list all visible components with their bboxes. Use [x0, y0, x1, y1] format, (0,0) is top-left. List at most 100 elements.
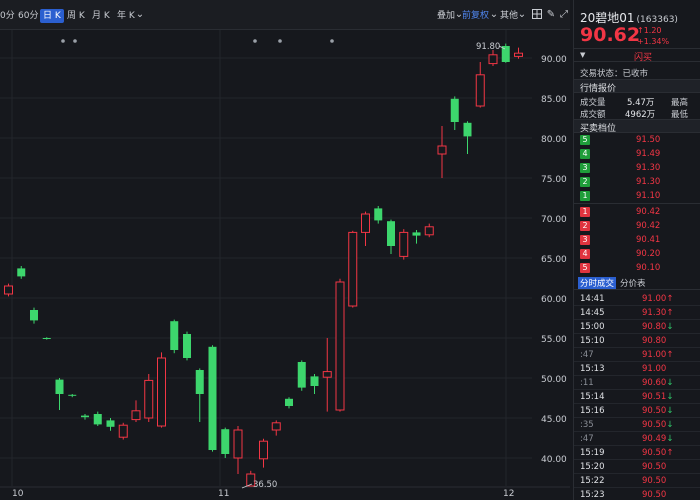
candle[interactable]: [259, 438, 268, 468]
price-tick: 80.00: [541, 135, 567, 145]
price-tick: 75.00: [541, 175, 567, 185]
price-tick: 55.00: [541, 335, 567, 345]
candle[interactable]: [387, 219, 395, 254]
candle[interactable]: [221, 427, 230, 458]
candle[interactable]: [475, 62, 485, 108]
candle[interactable]: [412, 230, 421, 244]
candle[interactable]: [30, 307, 38, 324]
candle[interactable]: [17, 266, 26, 279]
trade-price: 90.60↓: [642, 378, 674, 388]
trade-time: 15:19: [580, 448, 605, 458]
trade-status: 交易状态：已收市: [580, 69, 649, 79]
candle[interactable]: [488, 50, 498, 66]
candle[interactable]: [42, 337, 51, 340]
candle[interactable]: [208, 345, 217, 452]
candle[interactable]: [246, 470, 256, 487]
period-year-k[interactable]: 年 K: [117, 11, 135, 21]
ask-row[interactable]: 3 91.30: [574, 161, 700, 175]
grid-layout-icon[interactable]: [531, 9, 543, 21]
period-week-k[interactable]: 周 K: [67, 11, 85, 21]
candle[interactable]: [55, 378, 64, 410]
trade-time: 15:10: [580, 336, 605, 346]
candle-body: [170, 321, 179, 350]
arrow-up-icon: ↑: [666, 448, 674, 458]
candle[interactable]: [348, 230, 358, 308]
candle[interactable]: [4, 283, 13, 297]
candle[interactable]: [361, 211, 370, 246]
tab-price-table[interactable]: 分价表: [620, 279, 646, 289]
flash-buy-button[interactable]: 闪买: [634, 53, 653, 63]
chevron-down-icon[interactable]: ⌄: [489, 9, 499, 20]
bid-row[interactable]: 1 90.42: [574, 205, 700, 219]
candle[interactable]: [399, 229, 409, 260]
ask-row[interactable]: 1 91.10: [574, 189, 700, 203]
candle[interactable]: [157, 352, 166, 428]
period-60min[interactable]: 60分: [18, 11, 39, 21]
chevron-down-icon[interactable]: ⌄: [517, 9, 527, 20]
trade-price: 90.50: [642, 462, 667, 472]
tab-time-sales[interactable]: 分时成交: [578, 277, 617, 289]
chevron-down-icon[interactable]: ⌄: [135, 9, 145, 20]
caret-down-icon[interactable]: ▼: [580, 51, 586, 59]
candlestick-chart[interactable]: 90.00 85.00 80.00 75.00 70.00 65.00 60.0…: [0, 30, 570, 500]
candle[interactable]: [424, 223, 434, 238]
candle-body: [501, 46, 510, 62]
trade-price: 90.51↓: [642, 392, 674, 402]
price-tick: 90.00: [541, 55, 567, 65]
bid-row[interactable]: 5 90.10: [574, 261, 700, 275]
candle[interactable]: [335, 278, 345, 412]
period-0min[interactable]: 0分: [0, 11, 15, 21]
candle[interactable]: [131, 400, 141, 422]
bid-row[interactable]: 3 90.41: [574, 233, 700, 247]
ask-row[interactable]: 4 91.49: [574, 147, 700, 161]
candle[interactable]: [68, 394, 77, 398]
candle[interactable]: [195, 368, 204, 422]
other-menu[interactable]: 其他: [500, 11, 519, 21]
bid-row[interactable]: 4 90.20: [574, 247, 700, 261]
candle[interactable]: [310, 374, 319, 394]
fullscreen-icon[interactable]: ⤢: [560, 9, 568, 20]
event-marker[interactable]: [253, 39, 257, 43]
draw-tool-icon[interactable]: ✎: [546, 9, 556, 20]
price-axis: 90.00 85.00 80.00 75.00 70.00 65.00 60.0…: [541, 55, 567, 465]
candle[interactable]: [118, 422, 128, 440]
candle[interactable]: [322, 338, 332, 412]
candle-body: [55, 379, 64, 394]
price-change-pct: +1.34%: [637, 37, 670, 46]
candle[interactable]: [285, 397, 293, 409]
candle[interactable]: [106, 418, 115, 431]
candle[interactable]: [514, 47, 523, 59]
event-marker[interactable]: [61, 39, 65, 43]
book-divider: [574, 203, 700, 204]
period-month-k[interactable]: 月 K: [92, 11, 110, 21]
ask-row[interactable]: 2 91.30: [574, 175, 700, 189]
overlay-menu[interactable]: 叠加: [437, 11, 456, 21]
candle-body: [488, 54, 498, 65]
candle[interactable]: [233, 426, 243, 474]
candle[interactable]: [437, 126, 447, 178]
candle[interactable]: [271, 420, 281, 436]
event-marker[interactable]: [278, 39, 282, 43]
candle[interactable]: [144, 374, 154, 422]
adjust-menu[interactable]: 前复权: [462, 11, 490, 21]
event-marker[interactable]: [73, 39, 77, 43]
symbol-title: 20碧地01 (163363): [580, 9, 678, 26]
trade-row: 15:23 90.50: [574, 488, 700, 500]
candle[interactable]: [450, 96, 459, 130]
event-marker[interactable]: [330, 39, 334, 43]
candle[interactable]: [93, 411, 102, 426]
candle[interactable]: [297, 360, 306, 391]
trade-price: 90.80↓: [642, 322, 674, 332]
candle[interactable]: [170, 319, 179, 354]
candle-body: [285, 398, 293, 406]
trade-row: 15:22 90.50: [574, 474, 700, 488]
candle[interactable]: [501, 43, 510, 63]
candle[interactable]: [374, 206, 383, 224]
chevron-down-icon[interactable]: ⌄: [454, 9, 464, 20]
candle[interactable]: [183, 331, 191, 361]
candle[interactable]: [463, 121, 472, 154]
period-day-k[interactable]: 日 K: [40, 9, 64, 23]
ask-row[interactable]: 5 91.50: [574, 133, 700, 147]
candle[interactable]: [81, 414, 89, 420]
bid-row[interactable]: 2 90.42: [574, 219, 700, 233]
